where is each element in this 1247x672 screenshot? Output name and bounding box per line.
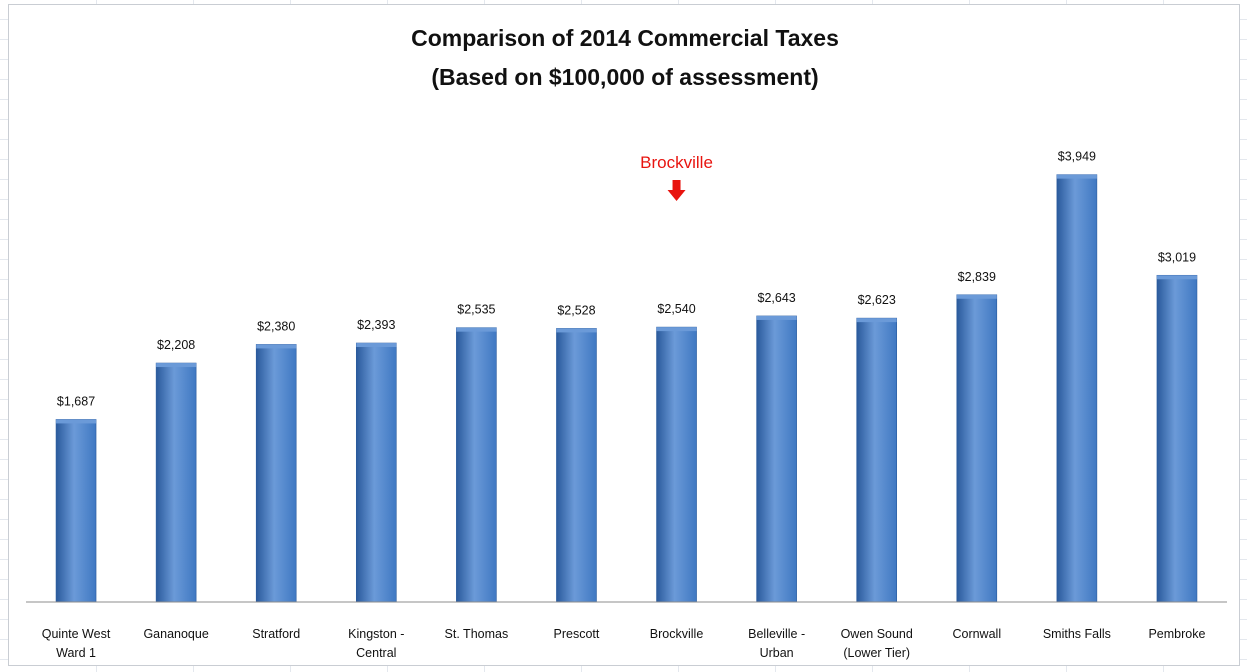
- data-label: $2,208: [157, 338, 195, 352]
- bar-10: [1056, 174, 1098, 603]
- x-tick-label: Smiths Falls: [1043, 627, 1111, 641]
- x-tick-label: Pembroke: [1148, 627, 1205, 641]
- bar-8: [856, 317, 898, 603]
- data-label: $2,623: [858, 293, 896, 307]
- bar-body: [456, 327, 497, 603]
- bar-top-highlight: [356, 343, 397, 348]
- chart-title: Comparison of 2014 Commercial Taxes: [411, 25, 839, 51]
- chart-frame: Comparison of 2014 Commercial Taxes (Bas…: [8, 4, 1240, 666]
- bar-body: [956, 294, 998, 603]
- x-tick-labels-layer: Quinte West Ward 1 Gananoque Stratford Kings…: [42, 627, 1206, 660]
- bar-body: [155, 362, 197, 603]
- x-tick-label: Cornwall: [952, 627, 1001, 641]
- bar-1: [155, 362, 197, 603]
- bar-body: [1156, 274, 1198, 603]
- bar-4: [456, 327, 497, 603]
- bar-6: [656, 326, 697, 603]
- data-label: $2,540: [657, 302, 695, 316]
- data-label: $1,687: [57, 394, 95, 408]
- bar-9: [956, 294, 998, 603]
- bar-body: [355, 342, 397, 603]
- x-tick-label: Gananoque: [143, 627, 208, 641]
- brockville-callout: Brockville: [640, 153, 713, 201]
- chart-subtitle: (Based on $100,000 of assessment): [431, 64, 818, 90]
- bar-chart: Comparison of 2014 Commercial Taxes (Bas…: [26, 25, 1227, 660]
- bar-body: [856, 317, 898, 603]
- bar-top-highlight: [1156, 275, 1197, 280]
- bar-3: [355, 342, 397, 603]
- data-label: $2,535: [457, 303, 495, 317]
- bar-body: [1056, 174, 1098, 603]
- bar-top-highlight: [456, 327, 497, 332]
- bar-body: [756, 315, 797, 603]
- data-label: $2,528: [557, 303, 595, 317]
- bar-7: [756, 315, 797, 603]
- x-tick-label: Prescott: [554, 627, 600, 641]
- bar-top-highlight: [756, 315, 797, 320]
- x-tick-label: Brockville: [650, 627, 704, 641]
- bar-top-highlight: [956, 294, 997, 299]
- bar-0: [55, 419, 97, 603]
- bar-top-highlight: [656, 327, 697, 332]
- bar-top-highlight: [856, 318, 897, 323]
- bar-top-highlight: [56, 419, 97, 424]
- callout-text: Brockville: [640, 153, 713, 172]
- bar-2: [255, 344, 297, 603]
- data-label: $3,949: [1058, 150, 1096, 164]
- bar-top-highlight: [556, 328, 597, 333]
- x-tick-label: Stratford: [252, 627, 300, 641]
- x-tick-label: Kingston -Central: [348, 627, 404, 660]
- data-label: $2,643: [758, 291, 796, 305]
- data-label: $2,380: [257, 319, 295, 333]
- x-tick-label: Belleville -Urban: [748, 627, 805, 660]
- down-arrow-icon: [667, 180, 686, 201]
- data-labels-layer: $1,687 $2,208 $2,380 $2,393 $2,535 $2,528 $2,5…: [57, 150, 1196, 409]
- data-label: $3,019: [1158, 250, 1196, 264]
- bar-11: [1156, 274, 1198, 603]
- bar-body: [55, 419, 97, 603]
- bar-top-highlight: [256, 344, 297, 349]
- bar-body: [656, 326, 697, 603]
- bar-body: [556, 328, 597, 603]
- data-label: $2,839: [958, 270, 996, 284]
- x-tick-label: Owen Sound (Lower Tier): [841, 627, 913, 660]
- bar-top-highlight: [1056, 174, 1097, 179]
- bars-layer: [55, 174, 1198, 603]
- data-label: $2,393: [357, 318, 395, 332]
- x-tick-label: Quinte West Ward 1: [42, 627, 111, 660]
- bar-body: [255, 344, 297, 603]
- x-tick-label: St. Thomas: [445, 627, 509, 641]
- bar-5: [556, 328, 597, 603]
- bar-top-highlight: [156, 363, 197, 368]
